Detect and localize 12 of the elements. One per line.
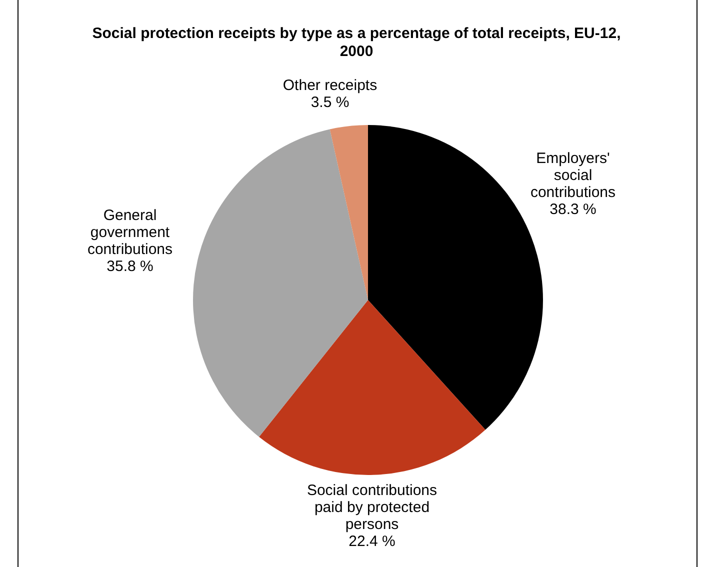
slice-label: Employers' social contributions: [530, 150, 616, 201]
data-label: 22.4 %: [348, 533, 396, 550]
data-label: 38.3 %: [550, 201, 596, 218]
data-label: 35.8 %: [106, 258, 154, 275]
pie-slice: [259, 300, 486, 475]
slice-label: Social contributions paid by protected persons: [306, 482, 438, 533]
slice-label: Other receipts: [282, 77, 378, 94]
pie-slice: [193, 129, 368, 437]
chart-title: Social protection receipts by type as a percentage of total receipts, EU-12, 2000: [92, 25, 621, 60]
pie-slice: [330, 125, 368, 300]
slice-label: General government contributions: [87, 207, 173, 258]
data-label: 3.5 %: [310, 94, 350, 111]
